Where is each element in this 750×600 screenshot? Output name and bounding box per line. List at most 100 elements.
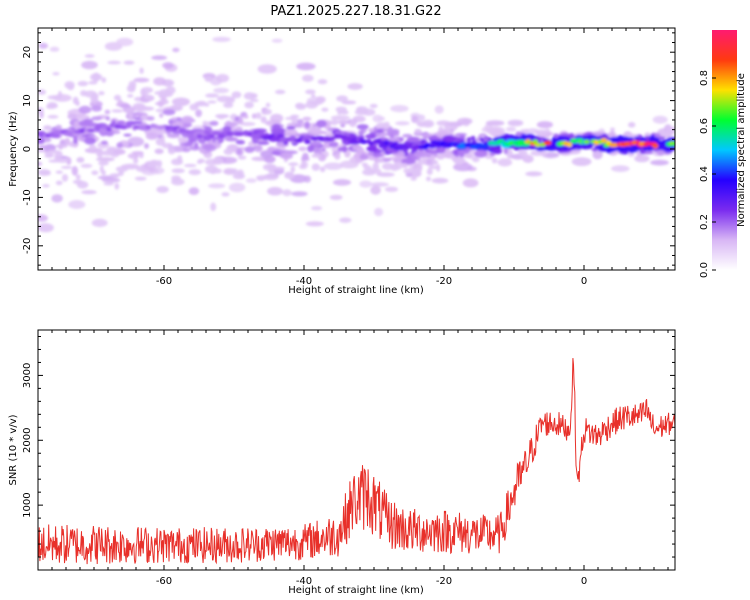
heatmap-blob (449, 155, 457, 159)
heatmap-blob (111, 109, 124, 113)
heatmap-blob (91, 105, 102, 112)
heatmap-blob (171, 178, 185, 186)
heatmap-blob (171, 158, 183, 166)
heatmap-blob (205, 93, 219, 98)
heatmap-blob (84, 54, 95, 58)
heatmap-blob (449, 128, 455, 133)
heatmap-blob (162, 62, 174, 69)
heatmap-blob (520, 150, 528, 158)
heatmap-blob (329, 119, 339, 126)
heatmap-blob (230, 168, 238, 175)
heatmap-blob (166, 133, 181, 139)
heatmap-blob (244, 101, 254, 109)
heatmap-blob (462, 178, 479, 188)
heatmap-blob (332, 179, 352, 186)
heatmap-blob (284, 128, 298, 137)
heatmap-blob (98, 161, 109, 166)
heatmap-blob (376, 128, 384, 134)
heatmap-blob (47, 115, 59, 119)
heatmap-blob (524, 128, 529, 135)
heatmap-blob (196, 23, 203, 27)
heatmap-blob (307, 145, 315, 153)
heatmap-blob (38, 89, 47, 95)
heatmap-blob (56, 158, 69, 163)
spectrogram-panel: -60 -40 -20 0 -20 -10 0 10 20 Height of straight… (8, 8, 676, 296)
heatmap-blob (267, 186, 283, 196)
heatmap-blob (210, 202, 217, 212)
y-tick-label: 3000 (22, 363, 33, 388)
heatmap-blob (38, 42, 49, 49)
heatmap-blob (225, 137, 239, 142)
heatmap-blob (652, 115, 668, 124)
heatmap-blob (236, 148, 242, 155)
heatmap-blob (491, 131, 505, 136)
heatmap-blob (263, 108, 272, 115)
heatmap-blob (113, 94, 122, 101)
heatmap-blob (363, 165, 372, 170)
heatmap-blob (388, 133, 395, 137)
colorbar-tick-label: 0.2 (699, 214, 710, 230)
heatmap-blob (217, 115, 226, 120)
heatmap-blob (309, 126, 321, 134)
heatmap-blob (144, 143, 149, 149)
heatmap-blob (154, 101, 166, 106)
heatmap-blob (167, 147, 176, 155)
heatmap-blob (372, 153, 383, 158)
heatmap-blob (274, 89, 286, 95)
heatmap-blob (628, 122, 636, 128)
heatmap-blob (132, 8, 141, 16)
heatmap-blob (221, 192, 230, 197)
heatmap-blob (280, 152, 293, 160)
heatmap-blob (212, 157, 224, 165)
heatmap-blob (71, 166, 79, 176)
heatmap-blob (412, 168, 422, 176)
heatmap-ridge (543, 140, 552, 146)
heatmap-blob (507, 119, 524, 127)
heatmap-blob (38, 223, 54, 233)
heatmap-blob (101, 177, 121, 183)
heatmap-blob (47, 95, 61, 100)
heatmap-blob (146, 116, 155, 121)
heatmap-blob (632, 145, 638, 149)
heatmap-blob (383, 121, 390, 129)
heatmap-blob (406, 136, 419, 143)
heatmap-blob (328, 141, 339, 148)
heatmap-blob (365, 133, 376, 140)
heatmap-blob (202, 144, 214, 150)
heatmap-blob (395, 121, 410, 126)
heatmap-blob (453, 157, 466, 165)
heatmap-blob (359, 180, 373, 188)
heatmap-blob (109, 173, 123, 177)
heatmap-ridge (289, 135, 296, 140)
heatmap-blob (284, 172, 295, 180)
spectrogram-y-axis-label: Frequency (Hz) (8, 111, 19, 187)
colorbar-gradient (712, 30, 737, 270)
snr-panel: -60 -40 -20 0 1000 2000 3000 Height of straigh… (8, 329, 676, 596)
heatmap-blob (286, 126, 296, 130)
heatmap-blob (665, 126, 675, 134)
heatmap-blob (155, 138, 166, 146)
heatmap-blob (553, 133, 559, 138)
heatmap-blob (123, 133, 132, 137)
heatmap-blob (162, 109, 176, 116)
heatmap-blob (182, 147, 191, 153)
heatmap-blob (555, 144, 564, 150)
heatmap-blob (67, 113, 77, 120)
heatmap-blob (337, 120, 351, 125)
heatmap-blob (38, 169, 51, 176)
heatmap-ridge (125, 120, 137, 126)
heatmap-blob (609, 130, 616, 139)
heatmap-blob (295, 102, 305, 109)
heatmap-blob (640, 151, 654, 155)
heatmap-ridge (401, 145, 410, 150)
y-tick-label: -20 (22, 238, 33, 254)
heatmap-blob (181, 115, 194, 124)
heatmap-blob (337, 146, 349, 151)
heatmap-blob (88, 80, 98, 85)
heatmap-blob (282, 189, 292, 197)
heatmap-blob (214, 139, 219, 148)
heatmap-blob (143, 168, 150, 172)
heatmap-blob (354, 109, 369, 116)
heatmap-blob (45, 287, 58, 293)
heatmap-blob (208, 183, 226, 189)
